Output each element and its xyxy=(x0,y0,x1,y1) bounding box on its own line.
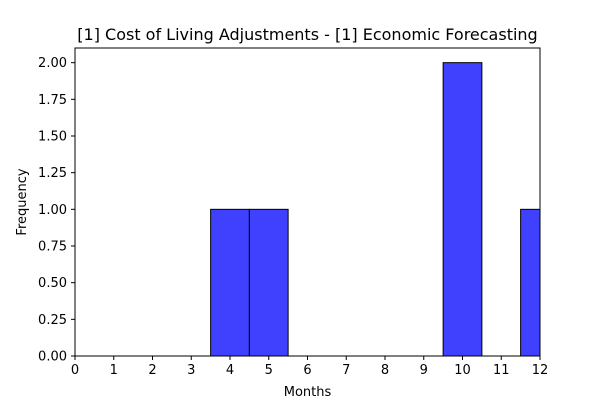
y-tick-label: 0.25 xyxy=(38,313,67,328)
x-tick-label: 7 xyxy=(342,363,350,378)
histogram-bar-0 xyxy=(210,208,250,356)
y-tick-label: 0.50 xyxy=(38,276,67,291)
x-axis: 0 1 2 3 4 5 6 7 8 9 10 11 12 xyxy=(71,356,548,378)
x-tick-label: 4 xyxy=(226,363,234,378)
x-axis-label: Months xyxy=(284,385,332,400)
histogram-bar-3 xyxy=(520,208,540,356)
x-tick-label: 5 xyxy=(265,363,273,378)
x-tick-label: 9 xyxy=(420,363,428,378)
histogram-bar-2 xyxy=(442,62,483,356)
x-tick-label: 6 xyxy=(303,363,311,378)
x-tick-label: 0 xyxy=(71,363,79,378)
x-tick-label: 12 xyxy=(532,363,549,378)
y-tick-label: 1.75 xyxy=(38,93,67,108)
histogram-bar-1 xyxy=(248,208,289,356)
x-tick-label: 1 xyxy=(110,363,118,378)
y-tick-label: 1.00 xyxy=(38,203,67,218)
y-tick-label: 2.00 xyxy=(38,56,67,71)
x-tick-label: 2 xyxy=(148,363,156,378)
y-tick-label: 0.75 xyxy=(38,240,67,255)
x-tick-label: 3 xyxy=(187,363,195,378)
chart-title: [1] Cost of Living Adjustments - [1] Eco… xyxy=(77,25,537,44)
x-tick-label: 10 xyxy=(454,363,471,378)
bars-group xyxy=(210,62,540,356)
y-tick-label: 0.00 xyxy=(38,350,67,365)
y-tick-label: 1.25 xyxy=(38,166,67,181)
y-axis: 0.00 0.25 0.50 0.75 1.00 1.25 1.50 1.75 2.00 xyxy=(38,56,75,365)
y-axis-label: Frequency xyxy=(15,168,30,235)
x-tick-label: 11 xyxy=(493,363,510,378)
x-tick-label: 8 xyxy=(381,363,389,378)
y-tick-label: 1.50 xyxy=(38,130,67,145)
